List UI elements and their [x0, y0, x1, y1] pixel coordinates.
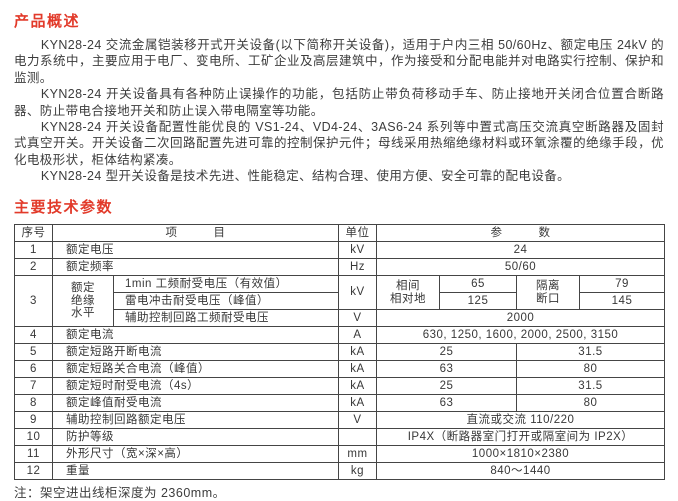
overview-paragraph-2: KYN28-24 开关设备具有各种防止误操作的功能，包括防止带负荷移动手车、防止… [14, 87, 664, 118]
table-row-6: 6 额定短路关合电流（峰值） kA 63 80 [14, 360, 665, 378]
row6-no: 6 [14, 360, 53, 378]
row3-group-line1: 额定 [71, 281, 95, 294]
row11-value: 1000×1810×2380 [376, 445, 665, 463]
header-no-cell: 序号 [14, 224, 53, 242]
row10-unit [338, 428, 377, 446]
row7-unit: kA [338, 377, 377, 395]
table-row-5: 5 额定短路开断电流 kA 25 31.5 [14, 343, 665, 361]
row3-unit-kv: kV [338, 275, 377, 310]
overview-paragraph-4: KYN28-24 型开关设备是技术先进、性能稳定、结构合理、使用方便、安全可靠的… [40, 169, 571, 184]
row7-value-b: 31.5 [516, 377, 665, 395]
table-row-4: 4 额定电流 A 630, 1250, 1600, 2000, 2500, 31… [14, 326, 665, 344]
row8-value-a: 63 [376, 394, 517, 412]
row12-item: 重量 [52, 462, 339, 480]
row3-gap-line2: 断口 [536, 292, 560, 305]
row2-item: 额定频率 [52, 258, 339, 276]
row6-value-a: 63 [376, 360, 517, 378]
table-row-1: 1 额定电压 kV 24 [14, 241, 665, 259]
table-row-8: 8 额定峰值耐受电流 kA 63 80 [14, 394, 665, 412]
row3b-item: 雷电冲击耐受电压（峰值） [113, 292, 339, 310]
row7-value-a: 25 [376, 377, 517, 395]
table-header-row: 序号 项 目 单位 参 数 [14, 224, 665, 242]
overview-paragraph-1: KYN28-24 交流金属铠装移开式开关设备(以下简称开关设备)，适用于户内三相… [14, 38, 664, 85]
row3a-left-value: 65 [439, 275, 517, 293]
row11-unit: mm [338, 445, 377, 463]
header-item-cell: 项 目 [52, 224, 339, 242]
row3-pair-line1: 相间 [396, 279, 420, 292]
header-unit-cell: 单位 [338, 224, 377, 242]
row5-value-a: 25 [376, 343, 517, 361]
row4-no: 4 [14, 326, 53, 344]
table-row-7: 7 额定短时耐受电流（4s） kA 25 31.5 [14, 377, 665, 395]
table-row-9: 9 辅助控制回路额定电压 V 直流或交流 110/220 [14, 411, 665, 429]
overview-paragraph-3: KYN28-24 开关设备配置性能优良的 VS1-24、VD4-24、3AS6-… [14, 120, 664, 167]
row7-no: 7 [14, 377, 53, 395]
row3b-right-value: 145 [579, 292, 665, 310]
row8-item: 额定峰值耐受电流 [52, 394, 339, 412]
row4-value: 630, 1250, 1600, 2000, 2500, 3150 [376, 326, 665, 344]
footnote: 注：架空进出线柜深度为 2360mm。 [14, 486, 226, 500]
row12-no: 12 [14, 462, 53, 480]
row9-unit: V [338, 411, 377, 429]
row1-item: 额定电压 [52, 241, 339, 259]
row8-unit: kA [338, 394, 377, 412]
row11-no: 11 [14, 445, 53, 463]
row10-item: 防护等级 [52, 428, 339, 446]
row9-no: 9 [14, 411, 53, 429]
parameters-heading: 主要技术参数 [14, 199, 114, 216]
row3-group-line2: 绝缘 [71, 294, 95, 307]
row8-value-b: 80 [516, 394, 665, 412]
row1-no: 1 [14, 241, 53, 259]
row3-gap-label: 隔离 断口 [516, 275, 580, 310]
row3c-value: 2000 [376, 309, 665, 327]
row2-value: 50/60 [376, 258, 665, 276]
row9-item: 辅助控制回路额定电压 [52, 411, 339, 429]
table-row-12: 12 重量 kg 840～1440 [14, 462, 665, 480]
row2-no: 2 [14, 258, 53, 276]
row3c-unit: V [338, 309, 377, 327]
row1-value: 24 [376, 241, 665, 259]
row11-item: 外形尺寸（宽×深×高） [52, 445, 339, 463]
row12-value: 840～1440 [376, 462, 665, 480]
row5-no: 5 [14, 343, 53, 361]
header-value-cell: 参 数 [376, 224, 665, 242]
row6-unit: kA [338, 360, 377, 378]
row4-unit: A [338, 326, 377, 344]
row6-value-b: 80 [516, 360, 665, 378]
row7-item: 额定短时耐受电流（4s） [52, 377, 339, 395]
row10-no: 10 [14, 428, 53, 446]
row3-gap-line1: 隔离 [536, 279, 560, 292]
table-row-3a: 3 额定 绝缘 水平 1min 工频耐受电压（有效值） kV 相间 相对地 65… [14, 275, 665, 327]
table-row-2: 2 额定频率 Hz 50/60 [14, 258, 665, 276]
row3a-right-value: 79 [579, 275, 665, 293]
row6-item: 额定短路关合电流（峰值） [52, 360, 339, 378]
row3-group-line3: 水平 [71, 307, 95, 320]
row5-unit: kA [338, 343, 377, 361]
row1-unit: kV [338, 241, 377, 259]
table-row-10: 10 防护等级 IP4X（断路器室门打开或隔室间为 IP2X） [14, 428, 665, 446]
row12-unit: kg [338, 462, 377, 480]
row4-item: 额定电流 [52, 326, 339, 344]
overview-paragraphs: KYN28-24 交流金属铠装移开式开关设备(以下简称开关设备)，适用于户内三相… [14, 37, 664, 185]
row3-pair-line2: 相对地 [390, 292, 426, 305]
row5-item: 额定短路开断电流 [52, 343, 339, 361]
row3-no: 3 [14, 275, 53, 327]
parameters-table: 序号 项 目 单位 参 数 1 额定电压 kV 24 2 额定频率 Hz 50/… [14, 224, 665, 480]
row3c-item: 辅助控制回路工频耐受电压 [113, 309, 339, 327]
row3-group-label: 额定 绝缘 水平 [52, 275, 114, 327]
row5-value-b: 31.5 [516, 343, 665, 361]
row10-value: IP4X（断路器室门打开或隔室间为 IP2X） [376, 428, 665, 446]
row3-pair-label: 相间 相对地 [376, 275, 440, 310]
row3b-left-value: 125 [439, 292, 517, 310]
row2-unit: Hz [338, 258, 377, 276]
row8-no: 8 [14, 394, 53, 412]
row3a-item: 1min 工频耐受电压（有效值） [113, 275, 339, 293]
table-row-11: 11 外形尺寸（宽×深×高） mm 1000×1810×2380 [14, 445, 665, 463]
row9-value: 直流或交流 110/220 [376, 411, 665, 429]
overview-heading: 产品概述 [14, 13, 81, 30]
